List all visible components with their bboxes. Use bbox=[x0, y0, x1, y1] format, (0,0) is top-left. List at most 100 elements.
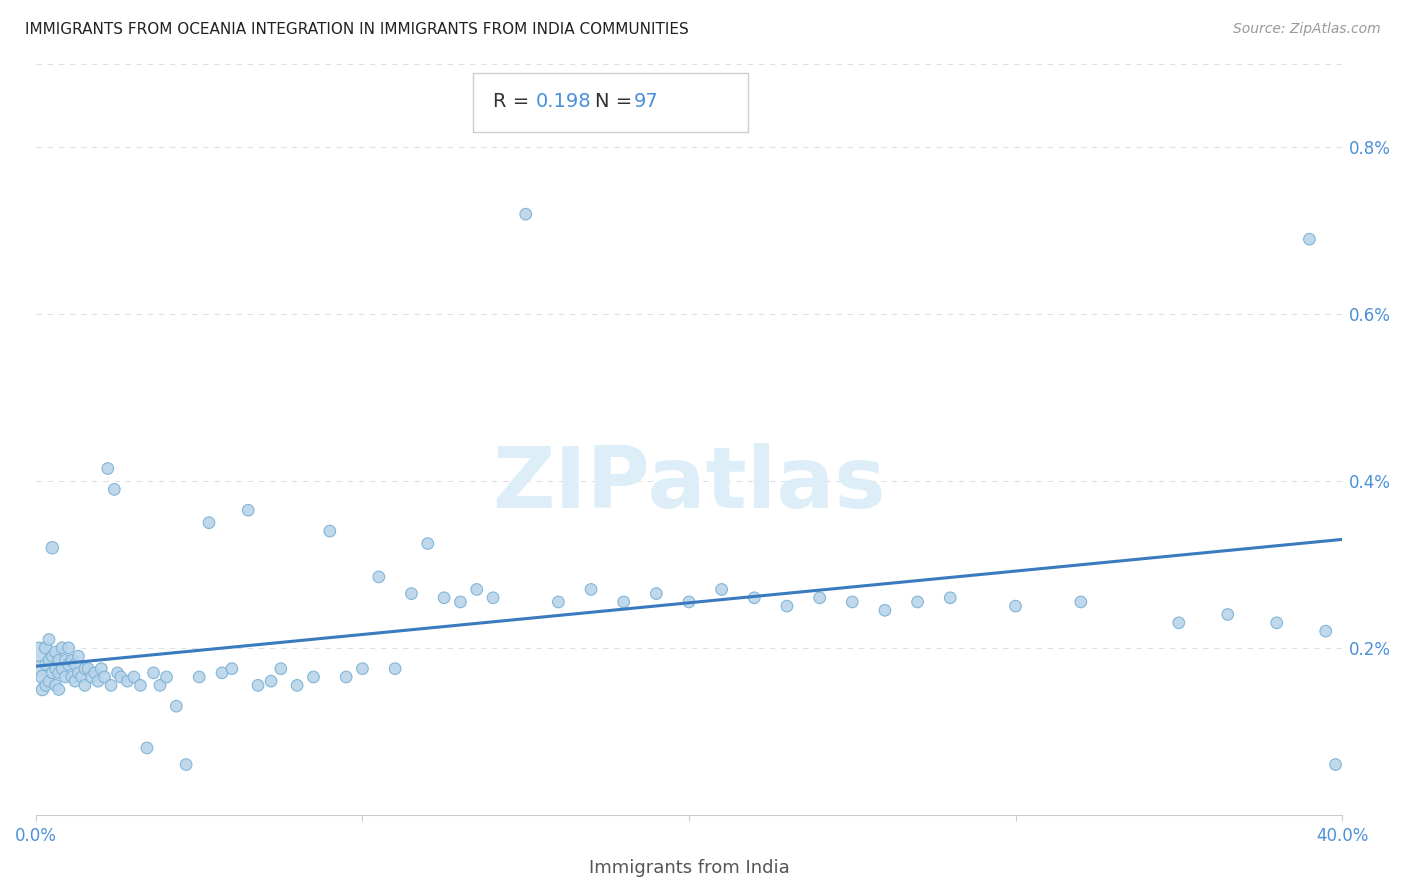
Point bbox=[93, 670, 115, 684]
Point bbox=[1167, 615, 1189, 630]
Point bbox=[122, 670, 145, 684]
Point bbox=[808, 591, 831, 605]
Point bbox=[1298, 232, 1320, 246]
Point bbox=[129, 678, 152, 692]
Text: R =: R = bbox=[494, 92, 536, 112]
Point bbox=[1265, 615, 1288, 630]
Point bbox=[710, 582, 733, 597]
Point bbox=[51, 640, 73, 655]
Point bbox=[58, 640, 80, 655]
Point bbox=[100, 678, 122, 692]
Point bbox=[547, 595, 569, 609]
Point bbox=[416, 536, 439, 550]
Point bbox=[198, 516, 221, 530]
Point bbox=[1315, 624, 1337, 639]
Point bbox=[515, 207, 537, 221]
Point bbox=[107, 665, 129, 680]
Point bbox=[60, 670, 83, 684]
Point bbox=[465, 582, 488, 597]
Point bbox=[63, 657, 86, 672]
Point bbox=[63, 674, 86, 689]
Point bbox=[97, 461, 120, 475]
Point bbox=[1070, 595, 1092, 609]
Point bbox=[48, 653, 70, 667]
X-axis label: Immigrants from India: Immigrants from India bbox=[589, 859, 789, 877]
Point bbox=[28, 662, 51, 676]
Point bbox=[44, 645, 66, 659]
Text: 97: 97 bbox=[634, 92, 659, 112]
Point bbox=[44, 662, 66, 676]
Point bbox=[67, 665, 90, 680]
Point bbox=[103, 483, 125, 497]
Point bbox=[433, 591, 456, 605]
Point bbox=[155, 670, 177, 684]
Point bbox=[38, 653, 60, 667]
Point bbox=[174, 757, 197, 772]
Point bbox=[35, 640, 58, 655]
Point bbox=[645, 586, 668, 600]
Point bbox=[53, 670, 76, 684]
Point bbox=[873, 603, 896, 617]
Point bbox=[776, 599, 799, 614]
Point bbox=[221, 662, 243, 676]
Point bbox=[260, 674, 283, 689]
Point bbox=[41, 665, 63, 680]
Point bbox=[31, 670, 53, 684]
Point bbox=[58, 657, 80, 672]
Point bbox=[28, 645, 51, 659]
Point bbox=[35, 678, 58, 692]
Point bbox=[165, 699, 187, 714]
Point bbox=[136, 740, 159, 755]
Point bbox=[60, 653, 83, 667]
Point bbox=[51, 662, 73, 676]
Point bbox=[449, 595, 471, 609]
Text: 0.198: 0.198 bbox=[536, 92, 592, 112]
Point bbox=[38, 632, 60, 647]
Point bbox=[188, 670, 211, 684]
Point bbox=[285, 678, 308, 692]
Point bbox=[352, 662, 374, 676]
Point bbox=[31, 682, 53, 697]
Point bbox=[302, 670, 325, 684]
Point bbox=[35, 657, 58, 672]
Point bbox=[41, 541, 63, 555]
Text: IMMIGRANTS FROM OCEANIA INTEGRATION IN IMMIGRANTS FROM INDIA COMMUNITIES: IMMIGRANTS FROM OCEANIA INTEGRATION IN I… bbox=[25, 22, 689, 37]
Point bbox=[742, 591, 765, 605]
Point bbox=[48, 682, 70, 697]
Point bbox=[70, 670, 93, 684]
FancyBboxPatch shape bbox=[474, 73, 748, 132]
Point bbox=[1324, 757, 1347, 772]
Point bbox=[110, 670, 132, 684]
Point bbox=[38, 674, 60, 689]
Point bbox=[87, 674, 110, 689]
Point bbox=[41, 649, 63, 664]
Point bbox=[319, 524, 342, 538]
Point bbox=[73, 662, 96, 676]
Point bbox=[579, 582, 602, 597]
Point bbox=[384, 662, 406, 676]
Point bbox=[67, 649, 90, 664]
Point bbox=[1216, 607, 1239, 622]
Point bbox=[335, 670, 357, 684]
Point bbox=[211, 665, 233, 680]
Point bbox=[613, 595, 636, 609]
Point bbox=[90, 662, 112, 676]
Point bbox=[53, 653, 76, 667]
Point bbox=[142, 665, 165, 680]
Point bbox=[401, 586, 423, 600]
Point bbox=[48, 665, 70, 680]
Point bbox=[678, 595, 700, 609]
Point bbox=[238, 503, 260, 517]
Point bbox=[270, 662, 292, 676]
Point bbox=[482, 591, 505, 605]
Point bbox=[73, 678, 96, 692]
Text: ZIPatlas: ZIPatlas bbox=[492, 442, 886, 526]
Point bbox=[149, 678, 172, 692]
Point bbox=[77, 662, 100, 676]
Point bbox=[80, 670, 103, 684]
Point bbox=[1004, 599, 1026, 614]
Point bbox=[246, 678, 269, 692]
Point bbox=[367, 570, 389, 584]
Point bbox=[841, 595, 863, 609]
Text: N =: N = bbox=[595, 92, 638, 112]
